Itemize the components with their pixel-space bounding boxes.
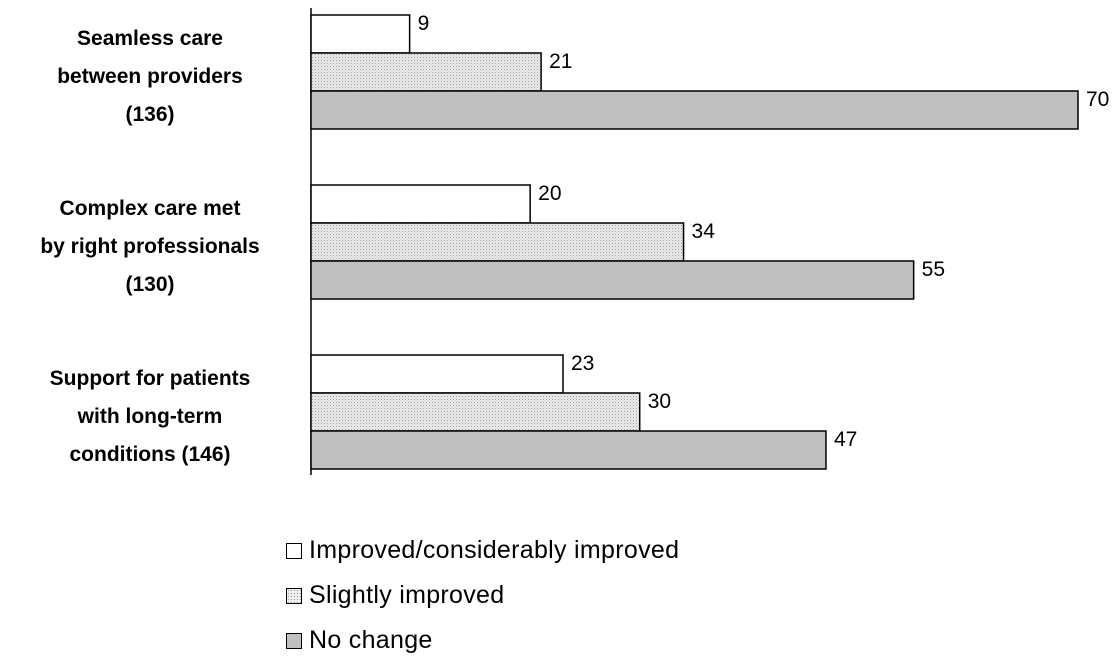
bar-slightly-improved-1 (310, 52, 542, 92)
legend-item-improved: Improved/considerably improved (286, 528, 679, 573)
legend-swatch-improved (286, 542, 302, 559)
data-label-improved-considerably-improved-2: 20 (538, 182, 561, 205)
category-label-line: with long-term (77, 405, 223, 428)
category-label-line: conditions (146) (69, 443, 230, 466)
category-label-3: Support for patients with long-term condit… (50, 367, 251, 466)
bar-slightly-improved-2 (310, 222, 685, 262)
category-label-line: by right professionals (40, 235, 259, 258)
bar-no-change-1 (310, 90, 1079, 130)
legend-item-no-change: No change (286, 618, 679, 663)
category-label-line: Complex care met (60, 197, 241, 220)
data-label-no-change-2: 55 (922, 258, 945, 281)
bar-no-change-2 (310, 260, 915, 300)
category-label-line: between providers (57, 65, 243, 88)
category-label-line: (130) (125, 273, 174, 296)
bar-improved-considerably-improved-3 (310, 354, 564, 394)
legend-label-no-change: No change (309, 626, 433, 654)
category-label-line: Seamless care (77, 27, 223, 50)
category-label-line: (136) (125, 103, 174, 126)
data-label-slightly-improved-1: 21 (549, 50, 572, 73)
data-label-slightly-improved-3: 30 (648, 390, 671, 413)
bar-improved-considerably-improved-2 (310, 184, 531, 224)
legend-swatch-slightly-improved (286, 587, 302, 604)
data-label-improved-considerably-improved-3: 23 (571, 352, 594, 375)
bar-chart: Seamless care between providers (136) 9 21 70… (40, 8, 1109, 475)
legend-swatch-no-change (286, 632, 302, 649)
legend-label-slightly-improved: Slightly improved (309, 581, 505, 609)
data-label-improved-considerably-improved-1: 9 (418, 12, 430, 35)
legend: Improved/considerably improved Slightly … (286, 528, 679, 663)
bar-slightly-improved-3 (310, 392, 641, 432)
category-label-2: Complex care met by right professionals (1… (40, 197, 259, 296)
bar-improved-considerably-improved-1 (310, 14, 411, 54)
data-label-no-change-1: 70 (1086, 88, 1109, 111)
data-label-no-change-3: 47 (834, 428, 857, 451)
legend-item-slightly-improved: Slightly improved (286, 573, 679, 618)
category-label-line: Support for patients (50, 367, 251, 390)
category-label-1: Seamless care between providers (136) (57, 27, 243, 126)
legend-label-improved: Improved/considerably improved (309, 536, 680, 564)
bar-no-change-3 (310, 430, 827, 470)
data-label-slightly-improved-2: 34 (692, 220, 716, 243)
